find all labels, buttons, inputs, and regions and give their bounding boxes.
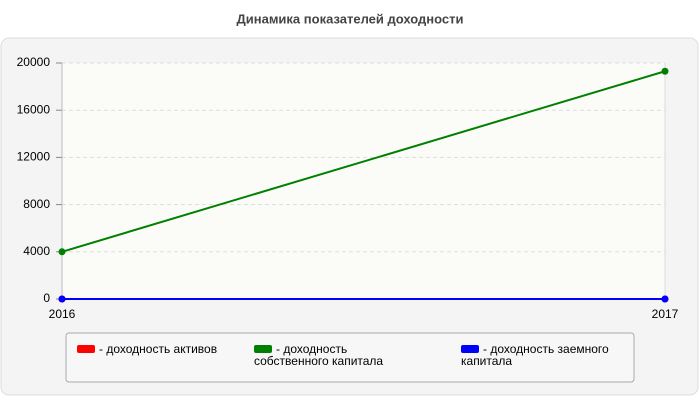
y-tick-label: 16000 — [17, 102, 51, 116]
point — [661, 67, 669, 75]
y-tick-label: 4000 — [23, 244, 50, 258]
legend-label: - доходность активов — [99, 342, 218, 356]
legend-item: - доходность заемного капитала — [461, 343, 611, 367]
y-tick-label: 8000 — [23, 197, 50, 211]
point — [58, 248, 66, 256]
legend-swatch — [254, 345, 272, 353]
legend-item: - доходность активов — [77, 343, 227, 355]
series-line — [61, 70, 666, 253]
legend-box — [65, 332, 635, 383]
y-tick-label: 12000 — [17, 150, 51, 164]
chart-title: Динамика показателей доходности — [236, 11, 463, 26]
y-tick-label: 0 — [43, 291, 50, 305]
y-tick-label: 20000 — [17, 55, 51, 69]
legend-label: - доходность заемного капитала — [461, 342, 609, 368]
legend-swatch — [77, 345, 95, 353]
x-tick-label: 2017 — [652, 307, 679, 321]
legend-label: - доходность собственного капитала — [254, 342, 384, 368]
x-tick-label: 2016 — [49, 307, 76, 321]
legend-swatch — [461, 345, 479, 353]
point — [58, 295, 66, 303]
legend-item: - доходность собственного капитала — [254, 343, 404, 367]
point — [661, 295, 669, 303]
